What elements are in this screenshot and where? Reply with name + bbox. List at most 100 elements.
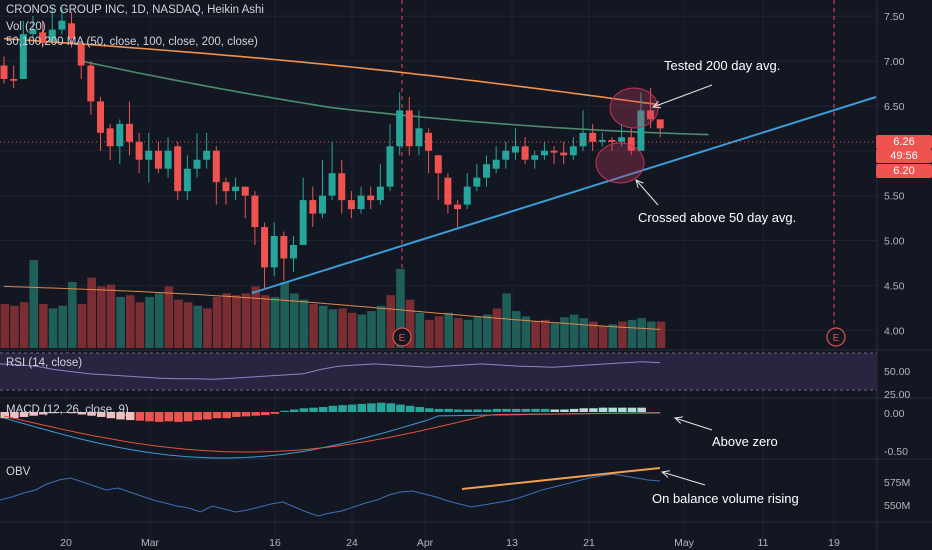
earnings-marker-label: E [833,333,840,344]
candle-body [434,155,442,174]
volume-bar [618,321,627,348]
macd-histogram-bar [251,412,260,416]
candle-body [58,20,66,30]
volume-bar [367,311,376,348]
volume-bar [232,295,241,348]
macd-histogram-bar [97,412,106,417]
volume-bar [280,282,289,348]
candle-body [579,132,587,147]
macd-histogram-bar [154,412,164,422]
volume-bar [116,296,125,348]
volume-bar [425,319,434,348]
candle-body [338,173,346,201]
macd-histogram-bar [299,408,309,412]
volume-bar [212,296,222,348]
macd-histogram-bar [261,412,270,416]
rsi-legend: RSI (14, close) [6,357,83,369]
volume-bar [357,314,367,348]
candle-body [48,29,56,42]
volume-bar [376,305,386,348]
macd-histogram-bar [608,407,617,412]
macd-histogram-bar [212,412,222,419]
candle [627,128,635,156]
macd-histogram-bar [579,408,588,412]
date-tick-label: May [674,537,695,549]
candle-body [164,150,172,169]
candle [77,43,85,79]
macd-histogram-bar [444,408,453,412]
moving-average-legend: 50,100,200 MA (50, close, 100, close, 20… [6,36,258,48]
candle [183,155,191,201]
macd-histogram-bar [145,412,154,422]
candle-body [106,128,114,147]
candle [579,110,587,151]
candle [560,141,568,165]
candle-body [386,146,394,187]
candle [502,141,510,169]
macd-histogram-bar [222,412,231,419]
candle-body [511,146,519,153]
candle [328,141,336,201]
candle [87,61,95,115]
macd-histogram-bar [357,403,367,412]
candle [589,123,597,151]
volume-bar [164,286,174,348]
candle [125,101,133,156]
date-tick-label: Mar [141,537,160,549]
macd-histogram-bar [627,407,637,412]
volume-bar [560,317,569,348]
price-tick-label: 5.50 [884,191,905,203]
candle [367,186,375,210]
candle [232,177,240,201]
candle [280,231,288,281]
volume-bar [608,324,618,348]
earnings-marker-label: E [399,333,406,344]
macd-histogram-bar [434,408,444,412]
arrow-crossed-50 [635,179,659,206]
volume-legend: Vol (20) [6,21,46,33]
volume-bar [463,319,473,348]
highlight-circle-50ma [595,142,645,184]
price-tick-label: 4.00 [884,325,905,337]
candle-body [232,186,240,192]
candle-body [280,236,288,259]
candle [511,128,519,160]
macd-histogram-bar [376,402,386,412]
candle-body [492,159,500,169]
macd-histogram-bar [531,408,540,412]
macd-tick-label: -0.50 [884,446,908,458]
macd-histogram-bar [174,412,183,422]
volume-bar [154,293,164,348]
candle [241,186,249,219]
volume-bar [473,317,482,348]
macd-histogram-bar [415,407,424,412]
signal-line [3,412,661,453]
candle [68,11,76,48]
macd-histogram-bar [29,412,38,416]
obv-trendline [461,467,661,490]
macd-histogram-bar [290,409,299,412]
candle [396,92,404,156]
volume-bar [290,293,299,348]
obv-line [0,473,661,517]
candle-body [328,173,336,196]
macd-histogram-bar [589,408,598,412]
volume-bar [656,321,666,348]
macd-histogram-bar [241,412,251,417]
volume-bar [540,319,550,348]
volume-bar [270,296,280,348]
rsi-tick-label: 25.00 [884,389,910,401]
highlight-circle-200ma [609,87,659,129]
volume-bar [261,295,270,348]
macd-legend: MACD (12, 26, close, 9) [6,404,129,416]
macd-histogram-bar [560,409,569,412]
candle [338,159,346,214]
macd-histogram-bar [396,404,405,412]
macd-histogram-bar [502,408,511,412]
rsi-tick-label: 50.00 [884,366,910,378]
candle [203,132,211,169]
volume-bar [598,326,608,348]
date-tick-label: 16 [269,537,281,549]
volume-bar [39,304,48,348]
